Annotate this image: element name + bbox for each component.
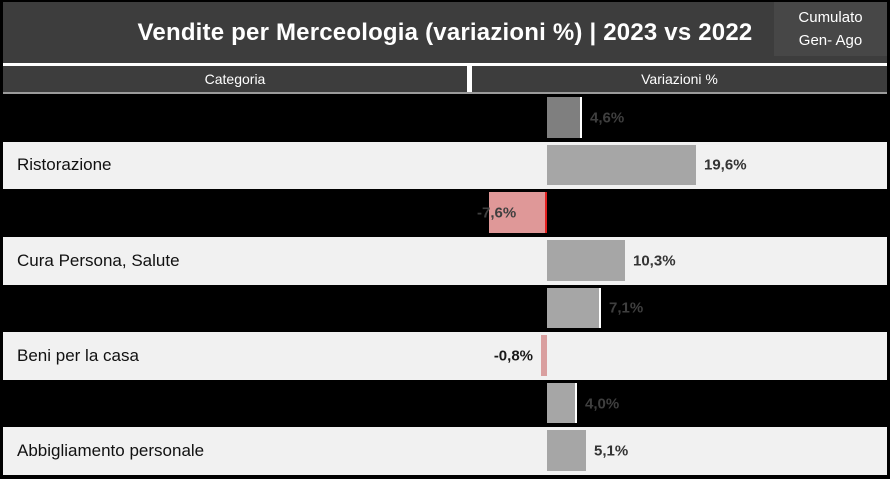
separator-top bbox=[3, 63, 887, 66]
table-row: 7,1% bbox=[3, 284, 887, 333]
period-badge: Cumulato Gen- Ago bbox=[774, 2, 887, 56]
period-badge-line1: Cumulato bbox=[798, 8, 863, 26]
value-bar bbox=[547, 287, 601, 329]
separator-header-body bbox=[3, 92, 887, 94]
value-label: 4,0% bbox=[585, 395, 620, 413]
column-headers: Categoria Variazioni % bbox=[3, 66, 887, 92]
period-badge-line2: Gen- Ago bbox=[798, 32, 863, 49]
table-row: Abbigliamento personale 5,1% bbox=[3, 427, 887, 475]
value-label: 4,6% bbox=[590, 109, 625, 127]
value-bar bbox=[541, 335, 547, 376]
category-label: Ristorazione bbox=[17, 155, 112, 175]
value-bar bbox=[547, 382, 577, 424]
title-band: Vendite per Merceologia (variazioni %) |… bbox=[3, 2, 887, 63]
page-title: Vendite per Merceologia (variazioni %) |… bbox=[137, 18, 753, 46]
table-row: -7,6% bbox=[3, 189, 887, 237]
column-header-categoria: Categoria bbox=[3, 66, 467, 92]
value-label: 5,1% bbox=[594, 442, 629, 460]
table-row: Beni per la casa -0,8% bbox=[3, 332, 887, 380]
table-row: Cura Persona, Salute 10,3% bbox=[3, 236, 887, 285]
column-divider bbox=[467, 66, 472, 92]
value-bar bbox=[547, 239, 625, 281]
chart-rows: 4,6% Ristorazione 19,6% -7,6% Cura Persona, … bbox=[3, 94, 887, 475]
column-header-variazioni: Variazioni % bbox=[472, 66, 887, 92]
value-label: -0,8% bbox=[493, 347, 533, 365]
table-row: Ristorazione 19,6% bbox=[3, 141, 887, 190]
value-label: -7,6% bbox=[477, 204, 517, 222]
table-row: 4,6% bbox=[3, 94, 887, 142]
value-label: 7,1% bbox=[609, 299, 644, 317]
value-bar bbox=[547, 144, 696, 186]
category-label: Cura Persona, Salute bbox=[17, 250, 180, 270]
value-bar bbox=[547, 97, 582, 138]
value-bar bbox=[489, 192, 547, 233]
value-label: 19,6% bbox=[704, 156, 747, 174]
value-bar bbox=[547, 430, 586, 471]
category-label: Beni per la casa bbox=[17, 345, 139, 365]
value-label: 10,3% bbox=[633, 252, 676, 270]
category-label: Abbigliamento personale bbox=[17, 441, 205, 461]
table-row: 4,0% bbox=[3, 379, 887, 428]
